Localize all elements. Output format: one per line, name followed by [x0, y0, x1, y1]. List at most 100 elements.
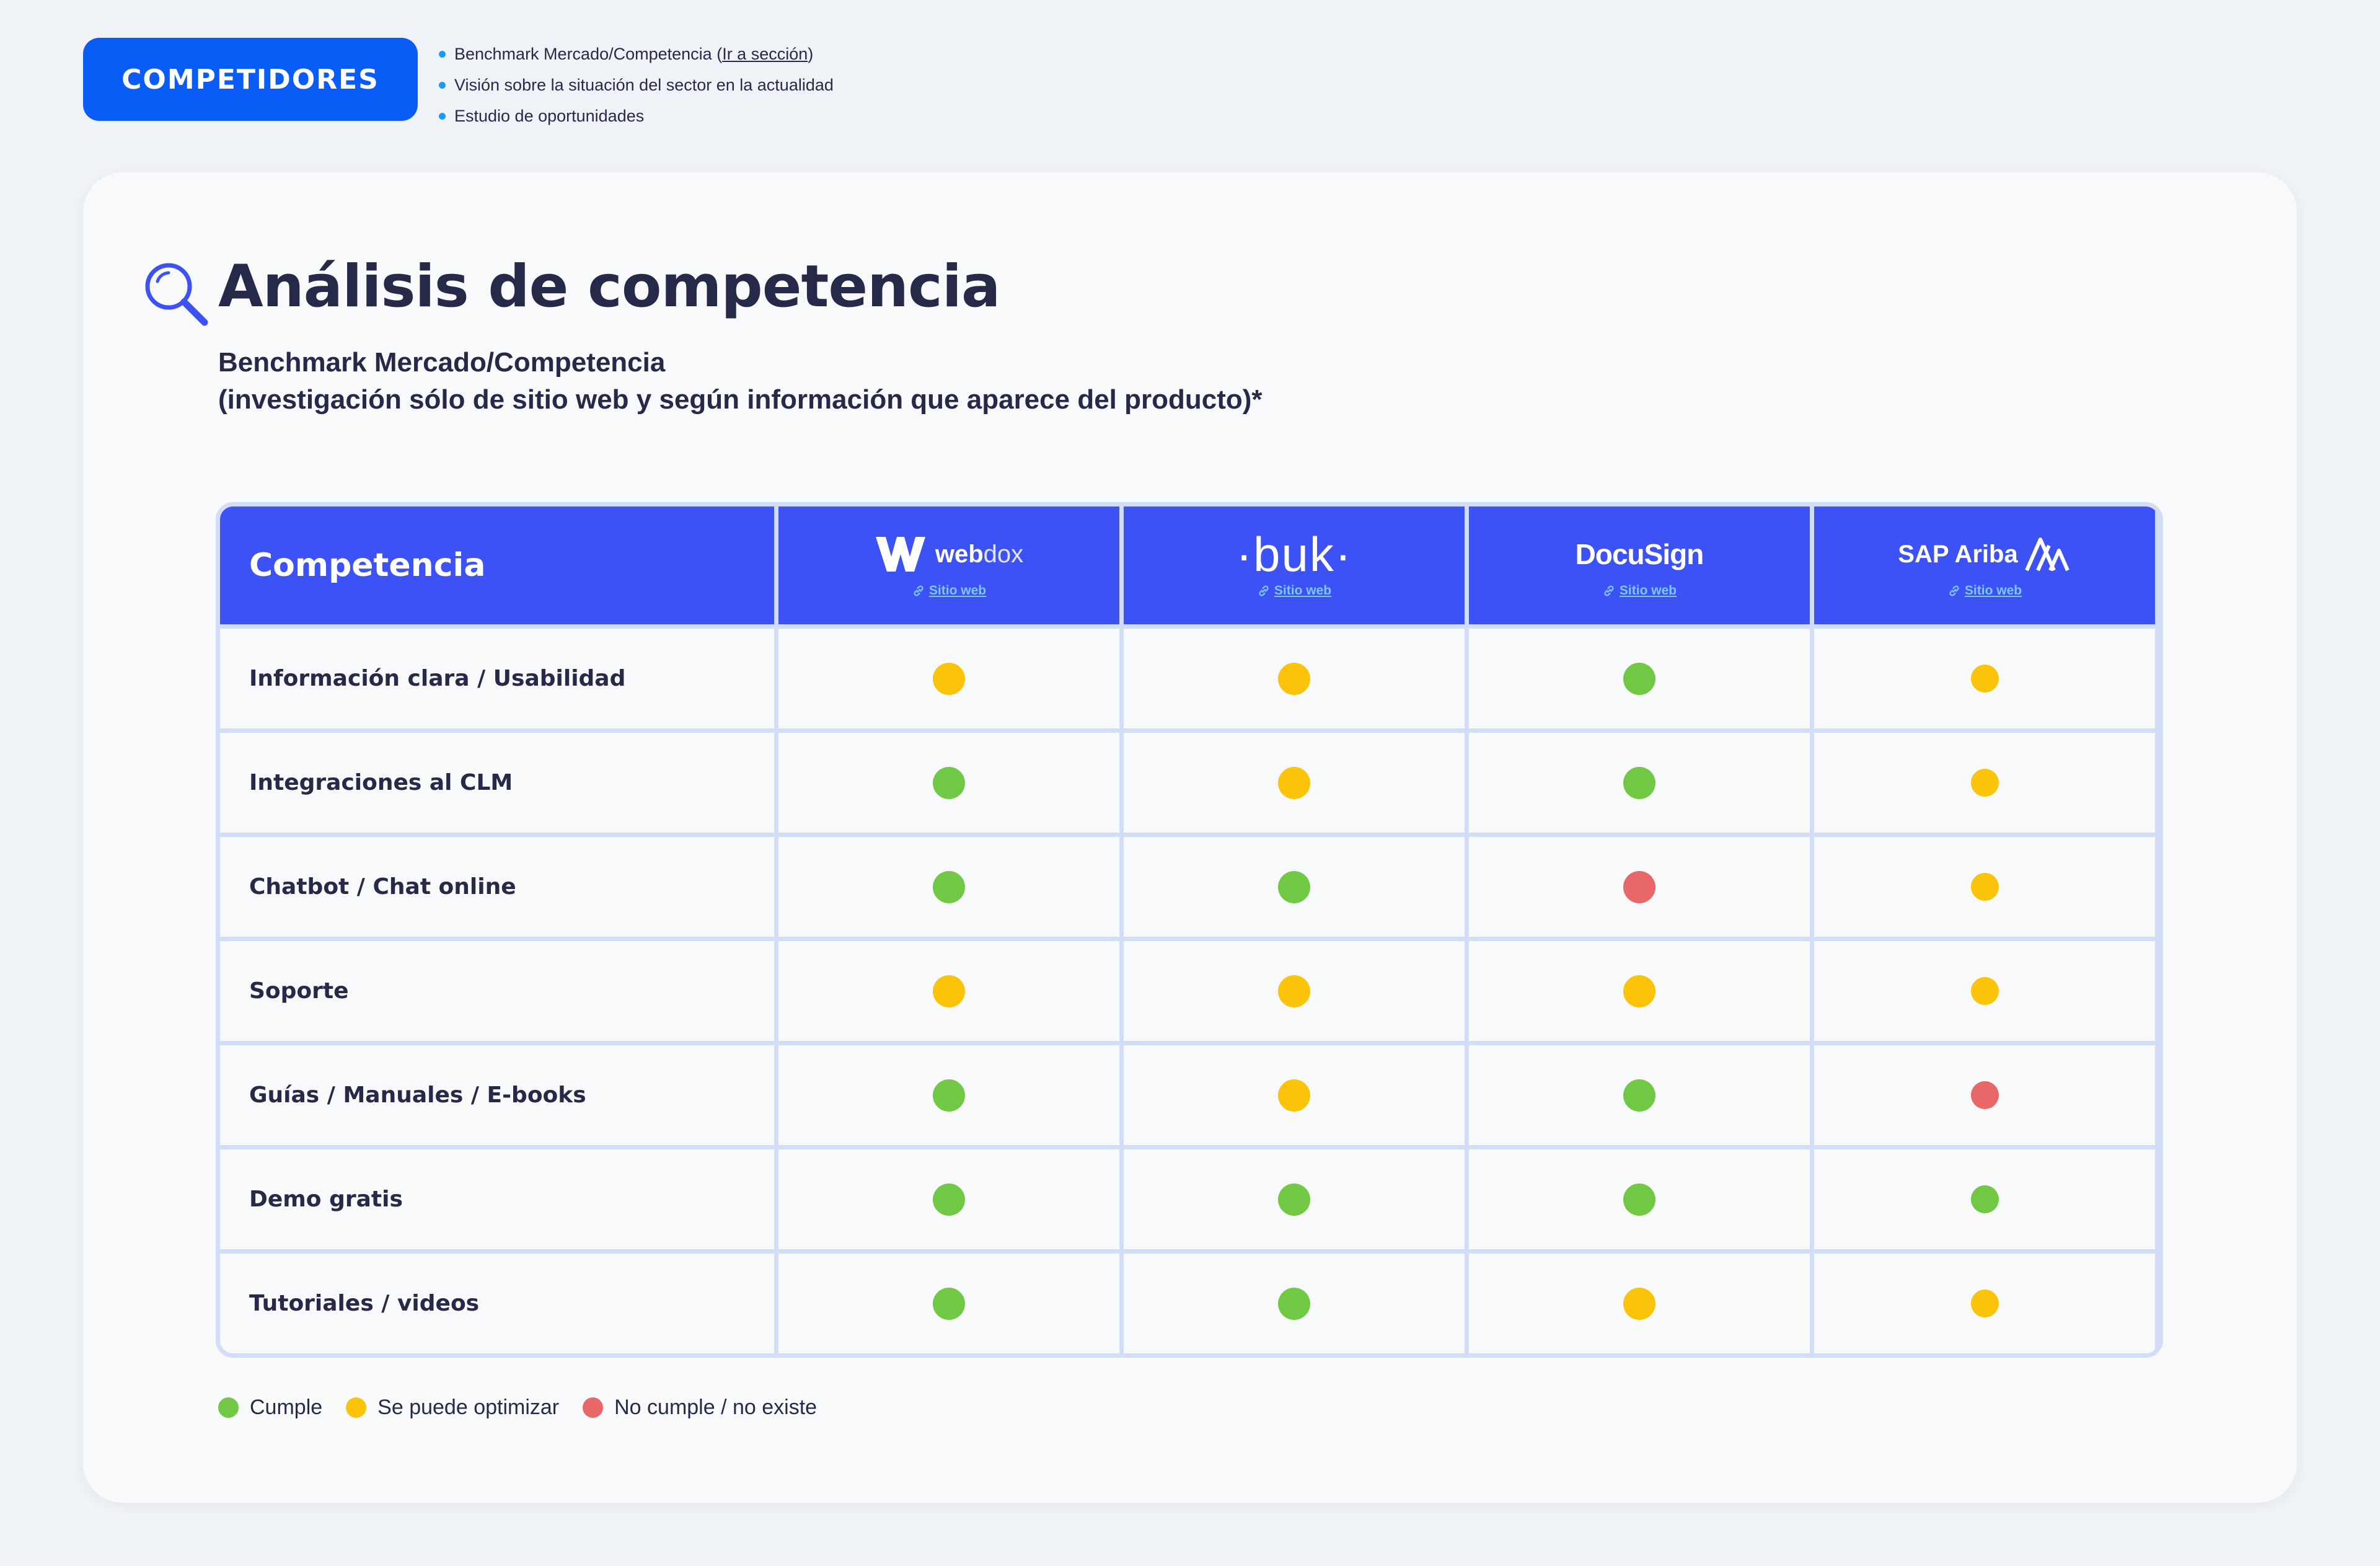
legend-item-optimizar: Se puede optimizar — [346, 1396, 559, 1420]
competitor-header-sap-ariba: SAP Ariba Sitio web — [1814, 507, 2155, 624]
legend-dot-icon — [583, 1397, 604, 1418]
status-dot-cumple — [933, 766, 965, 799]
status-cell-sap-ariba — [1814, 1254, 2155, 1353]
sitio-web-link-docusign[interactable]: Sitio web — [1602, 583, 1677, 598]
bullet-item: Estudio de oportunidades — [439, 100, 834, 131]
analysis-card: Análisis de competencia Benchmark Mercad… — [83, 172, 2297, 1503]
status-cell-buk — [1124, 941, 1465, 1041]
status-dot-cumple — [1623, 1079, 1655, 1112]
row-label: Integraciones al CLM — [220, 733, 774, 833]
status-dot-cumple — [1970, 1185, 1999, 1213]
status-dot-cumple — [933, 1287, 965, 1320]
link-icon — [914, 585, 923, 596]
buk-logo: ·buk· — [1236, 527, 1352, 582]
legend-label: Cumple — [250, 1396, 323, 1419]
status-dot-optimizar — [1970, 1290, 1999, 1317]
bullet-dot-icon — [439, 50, 446, 58]
status-cell-buk — [1124, 837, 1465, 937]
status-dot-optimizar — [1970, 977, 1999, 1005]
status-legend: Cumple Se puede optimizar No cumple / no e… — [218, 1396, 840, 1420]
bullet-text: Benchmark Mercado/Competencia (Ir a secc… — [454, 44, 814, 63]
status-cell-sap-ariba — [1814, 629, 2155, 728]
status-dot-optimizar — [1970, 769, 1999, 797]
competidores-badge[interactable]: COMPETIDORES — [83, 38, 418, 121]
link-icon — [1949, 585, 1959, 596]
status-cell-buk — [1124, 1045, 1465, 1145]
legend-label: No cumple / no existe — [614, 1396, 818, 1419]
status-cell-docusign — [1469, 1045, 1810, 1145]
sitio-web-link-sap-ariba[interactable]: Sitio web — [1947, 583, 2022, 598]
status-dot-optimizar — [1970, 873, 1999, 901]
status-cell-docusign — [1469, 941, 1810, 1041]
row-label: Chatbot / Chat online — [220, 837, 774, 937]
status-cell-webdox — [778, 629, 1119, 728]
status-dot-optimizar — [1970, 665, 1999, 692]
status-cell-buk — [1124, 1254, 1465, 1353]
status-dot-cumple — [933, 1183, 965, 1216]
ariba-mark-icon — [2024, 537, 2069, 572]
sitio-web-link-buk[interactable]: Sitio web — [1257, 583, 1331, 598]
sitio-web-link-webdox[interactable]: Sitio web — [912, 583, 986, 598]
status-cell-docusign — [1469, 629, 1810, 728]
status-cell-buk — [1124, 733, 1465, 833]
status-dot-cumple — [933, 1079, 965, 1112]
status-dot-optimizar — [1278, 766, 1310, 799]
bullet-item: Visión sobre la situación del sector en … — [439, 69, 834, 100]
table-header-competencia: Competencia — [220, 507, 774, 624]
page-subtitle: Benchmark Mercado/Competencia — [218, 347, 666, 378]
legend-dot-icon — [346, 1397, 367, 1418]
page-title: Análisis de competencia — [218, 253, 1000, 321]
competitor-header-buk: ·buk· Sitio web — [1124, 507, 1465, 624]
webdox-w-icon — [875, 537, 925, 572]
status-dot-cumple — [1623, 766, 1655, 799]
webdox-logo: web dox — [875, 533, 1023, 576]
legend-label: Se puede optimizar — [377, 1396, 560, 1419]
status-cell-sap-ariba — [1814, 1149, 2155, 1249]
status-dot-cumple — [1623, 662, 1655, 695]
status-dot-no-cumple — [1623, 870, 1655, 903]
bullet-dot-icon — [439, 112, 446, 120]
magnifier-icon — [145, 263, 208, 326]
status-dot-optimizar — [933, 975, 965, 1007]
row-label: Tutoriales / videos — [220, 1254, 774, 1353]
row-label: Demo gratis — [220, 1149, 774, 1249]
status-cell-webdox — [778, 733, 1119, 833]
status-cell-webdox — [778, 1149, 1119, 1249]
status-cell-docusign — [1469, 1149, 1810, 1249]
status-cell-webdox — [778, 837, 1119, 937]
status-dot-cumple — [1278, 1183, 1310, 1216]
section-bullets: Benchmark Mercado/Competencia (Ir a secc… — [439, 38, 834, 131]
status-dot-optimizar — [1278, 1079, 1310, 1112]
status-cell-buk — [1124, 629, 1465, 728]
status-dot-optimizar — [1623, 975, 1655, 1007]
bullet-dot-icon — [439, 81, 446, 89]
legend-item-cumple: Cumple — [218, 1396, 322, 1420]
status-dot-cumple — [1623, 1183, 1655, 1216]
competitor-header-docusign: DocuSign Sitio web — [1469, 507, 1810, 624]
bullet-text: Estudio de oportunidades — [454, 106, 645, 125]
status-cell-docusign — [1469, 733, 1810, 833]
status-cell-sap-ariba — [1814, 941, 2155, 1041]
status-cell-webdox — [778, 1045, 1119, 1145]
status-dot-cumple — [1278, 1287, 1310, 1320]
legend-dot-icon — [218, 1397, 239, 1418]
status-cell-buk — [1124, 1149, 1465, 1249]
link-icon — [1259, 585, 1269, 596]
status-dot-cumple — [933, 870, 965, 903]
status-dot-cumple — [1278, 870, 1310, 903]
status-cell-webdox — [778, 941, 1119, 1041]
status-dot-optimizar — [933, 662, 965, 695]
page-subtitle-note: (investigación sólo de sitio web y según… — [218, 384, 1263, 415]
status-cell-sap-ariba — [1814, 837, 2155, 937]
status-dot-optimizar — [1623, 1287, 1655, 1320]
status-cell-docusign — [1469, 837, 1810, 937]
legend-item-no-cumple: No cumple / no existe — [583, 1396, 817, 1420]
docusign-logo: DocuSign — [1575, 538, 1704, 570]
competition-table: Competencia web dox Sitio web ·buk· — [216, 502, 2163, 1358]
row-label: Información clara / Usabilidad — [220, 629, 774, 728]
ir-a-seccion-link[interactable]: Ir a sección — [722, 44, 808, 63]
status-dot-no-cumple — [1970, 1081, 1999, 1109]
status-cell-sap-ariba — [1814, 733, 2155, 833]
bullet-item: Benchmark Mercado/Competencia (Ir a secc… — [439, 38, 834, 69]
row-label: Soporte — [220, 941, 774, 1041]
